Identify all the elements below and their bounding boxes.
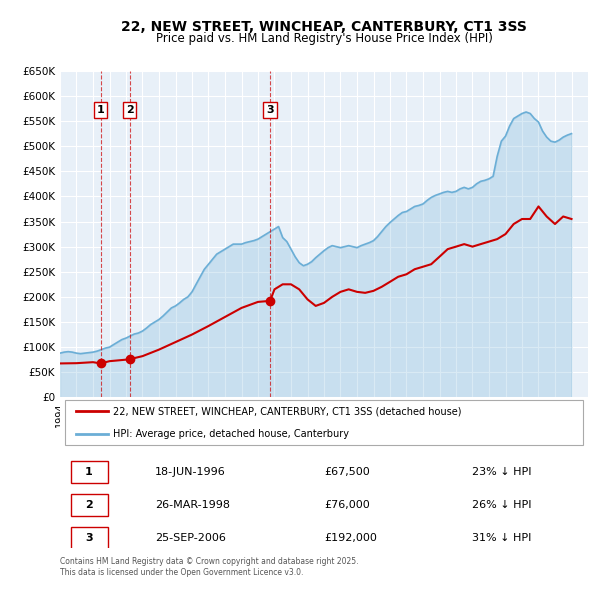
Text: 25-SEP-2006: 25-SEP-2006 (155, 533, 226, 543)
FancyBboxPatch shape (71, 527, 107, 549)
Text: 1: 1 (85, 467, 93, 477)
FancyBboxPatch shape (65, 400, 583, 445)
Text: Contains HM Land Registry data © Crown copyright and database right 2025.
This d: Contains HM Land Registry data © Crown c… (60, 557, 359, 576)
Text: Price paid vs. HM Land Registry's House Price Index (HPI): Price paid vs. HM Land Registry's House … (155, 32, 493, 45)
Text: 22, NEW STREET, WINCHEAP, CANTERBURY, CT1 3SS: 22, NEW STREET, WINCHEAP, CANTERBURY, CT… (121, 19, 527, 34)
Text: £67,500: £67,500 (324, 467, 370, 477)
Text: £192,000: £192,000 (324, 533, 377, 543)
Text: 26-MAR-1998: 26-MAR-1998 (155, 500, 230, 510)
Text: 23% ↓ HPI: 23% ↓ HPI (472, 467, 532, 477)
Text: HPI: Average price, detached house, Canterbury: HPI: Average price, detached house, Cant… (113, 428, 349, 438)
FancyBboxPatch shape (71, 494, 107, 516)
Text: 2: 2 (85, 500, 93, 510)
Text: 22, NEW STREET, WINCHEAP, CANTERBURY, CT1 3SS (detached house): 22, NEW STREET, WINCHEAP, CANTERBURY, CT… (113, 407, 461, 417)
Text: 26% ↓ HPI: 26% ↓ HPI (472, 500, 532, 510)
Text: £76,000: £76,000 (324, 500, 370, 510)
FancyBboxPatch shape (71, 461, 107, 483)
Text: 31% ↓ HPI: 31% ↓ HPI (472, 533, 531, 543)
Text: 1: 1 (97, 105, 104, 115)
Text: 18-JUN-1996: 18-JUN-1996 (155, 467, 226, 477)
Text: 2: 2 (126, 105, 134, 115)
Text: 3: 3 (85, 533, 93, 543)
Text: 3: 3 (266, 105, 274, 115)
